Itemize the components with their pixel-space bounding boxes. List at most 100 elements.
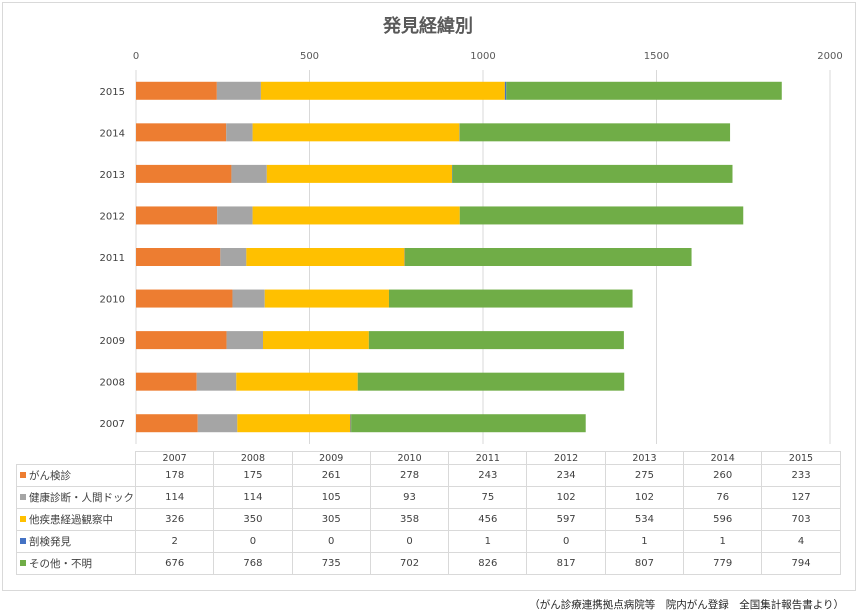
bar-segment [136, 206, 218, 225]
bar-segment [220, 248, 247, 266]
bar-segment [452, 164, 733, 183]
table-cell: 178 [134, 464, 215, 487]
bar-segment [260, 81, 505, 100]
table-year-header: 2007 [134, 451, 215, 465]
table-cell: 456 [448, 508, 528, 531]
table-cell: 1 [683, 530, 763, 553]
bar-segment [217, 206, 253, 225]
table-cell: 794 [761, 552, 841, 575]
bar-segment [404, 248, 692, 266]
bar-segment [368, 331, 624, 350]
series-label: 剖検発見 [16, 530, 136, 553]
series-label: がん検診 [16, 464, 136, 487]
table-cell: 75 [448, 486, 528, 509]
bar-segment [388, 289, 633, 308]
table-cell: 597 [526, 508, 606, 531]
table-cell: 0 [291, 530, 371, 553]
legend-swatch [20, 516, 26, 522]
bar-segment [263, 331, 369, 350]
bar-segment [252, 206, 460, 225]
y-category-label: 2010 [100, 295, 125, 306]
bar-segment [459, 123, 731, 142]
table-year-header: 2009 [291, 451, 371, 465]
table-cell: 275 [604, 464, 685, 487]
bar-chart: 0 500 1000 1500 2000 2015 2014 2013 2012 2011 2010… [100, 51, 843, 444]
table-cell: 93 [369, 486, 450, 509]
table-row: その他・不明 676 768 735 702 826 817 807 779 794 [16, 552, 841, 575]
table-row: 健康診断・人間ドック 114 114 105 93 75 102 102 76 127 [16, 486, 841, 509]
bar-segment [246, 248, 405, 266]
table-corner-cell [16, 451, 136, 465]
bar-segment [196, 372, 237, 391]
table-cell: 0 [369, 530, 450, 553]
y-category-label: 2015 [100, 87, 125, 98]
table-cell: 676 [134, 552, 215, 575]
table-cell: 114 [134, 486, 215, 509]
table-cell: 305 [291, 508, 371, 531]
bar-segment [226, 331, 264, 350]
x-tick-label: 1500 [644, 51, 669, 62]
table-cell: 234 [526, 464, 606, 487]
table-cell: 768 [213, 552, 293, 575]
table-cell: 596 [683, 508, 763, 531]
table-cell: 534 [604, 508, 685, 531]
table-cell: 350 [213, 508, 293, 531]
table-cell: 114 [213, 486, 293, 509]
table-cell: 278 [369, 464, 450, 487]
table-cell: 105 [291, 486, 371, 509]
bar-segment [136, 81, 217, 100]
bar-segment [231, 164, 267, 183]
table-cell: 4 [761, 530, 841, 553]
legend-swatch [20, 494, 26, 500]
bar-segment [266, 164, 453, 183]
y-category-label: 2013 [100, 170, 125, 181]
table-cell: 779 [683, 552, 763, 575]
table-cell: 261 [291, 464, 371, 487]
table-cell: 260 [683, 464, 763, 487]
bar-segment [252, 123, 460, 142]
bar-segment [136, 289, 233, 308]
y-category-label: 2007 [100, 419, 125, 430]
bar-segment [136, 414, 198, 433]
table-year-header: 2012 [526, 451, 606, 465]
table-cell: 735 [291, 552, 371, 575]
table-cell: 703 [761, 508, 841, 531]
table-cell: 233 [761, 464, 841, 487]
table-cell: 817 [526, 552, 606, 575]
table-cell: 0 [213, 530, 293, 553]
table-year-header: 2011 [448, 451, 528, 465]
bar-segment [226, 123, 253, 142]
bar-segment [351, 414, 586, 433]
legend-swatch [20, 538, 26, 544]
bar-segment [197, 414, 238, 433]
table-year-header: 2010 [369, 451, 450, 465]
table-cell: 358 [369, 508, 450, 531]
table-cell: 826 [448, 552, 528, 575]
table-row: 他疾患経過観察中 326 350 305 358 456 597 534 596 703 [16, 508, 841, 531]
y-category-label: 2009 [100, 336, 125, 347]
table-cell: 102 [604, 486, 685, 509]
table-cell: 702 [369, 552, 450, 575]
x-tick-label: 1000 [470, 51, 495, 62]
bar-segment [136, 164, 232, 183]
data-table: 2007 2008 2009 2010 2011 2012 2013 2014 2015 がん検診… [16, 451, 841, 575]
y-category-label: 2014 [100, 128, 125, 139]
table-cell: 807 [604, 552, 685, 575]
y-category-label: 2012 [100, 211, 125, 222]
bar-segment [350, 414, 352, 433]
bar-segment [136, 331, 227, 350]
series-label: 健康診断・人間ドック [16, 486, 136, 509]
chart-title: 発見経緯別 [383, 16, 473, 37]
table-cell: 1 [448, 530, 528, 553]
bar-segment [136, 123, 227, 142]
table-row: がん検診 178 175 261 278 243 234 275 260 233 [16, 464, 841, 487]
table-cell: 0 [526, 530, 606, 553]
table-cell: 102 [526, 486, 606, 509]
bar-segment [236, 372, 358, 391]
table-cell: 1 [604, 530, 685, 553]
y-category-label: 2008 [100, 378, 125, 389]
bar-segment [237, 414, 351, 433]
table-year-header: 2014 [683, 451, 763, 465]
table-cell: 243 [448, 464, 528, 487]
table-cell: 127 [761, 486, 841, 509]
